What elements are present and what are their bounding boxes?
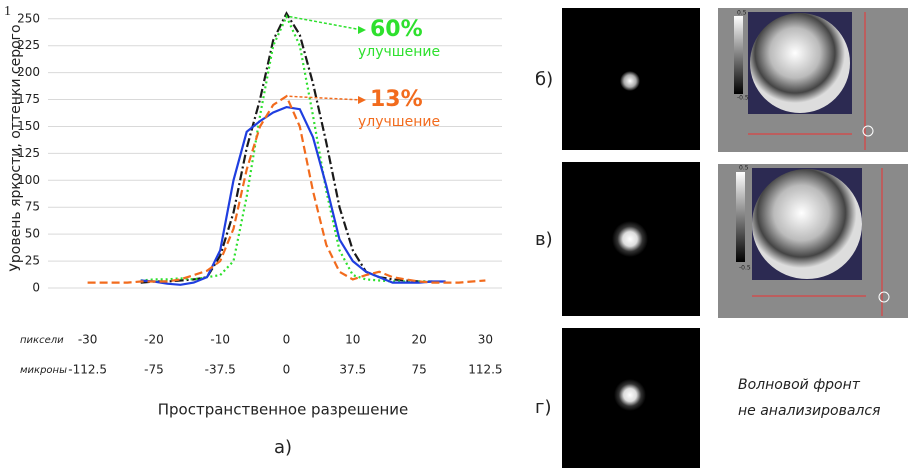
y-tick-label: 225 <box>17 38 40 52</box>
annotation: 60% <box>370 17 423 42</box>
y-tick-label: 150 <box>17 119 40 133</box>
x2-tick-label: -75 <box>144 363 164 377</box>
marker <box>878 291 890 303</box>
colorbar-label: -0.5 <box>739 265 751 272</box>
figure-number: 1 <box>4 4 11 19</box>
note: Волновой фронт <box>738 377 861 393</box>
arrow-head <box>358 26 366 34</box>
x2-tick-label: 0 <box>283 363 291 377</box>
series-line <box>140 105 446 286</box>
y-tick-label: 75 <box>25 200 40 214</box>
x-tick-label: -10 <box>210 333 230 347</box>
panel-label: а) <box>274 437 292 458</box>
x-tick-label: 30 <box>478 333 493 347</box>
colorbar-label: -0.5 <box>737 95 749 102</box>
note: не анализировался <box>738 403 880 419</box>
y-tick-label: 100 <box>17 173 40 187</box>
y-tick-label: 0 <box>32 281 40 295</box>
spot <box>614 379 646 411</box>
y-tick-label: 25 <box>25 254 40 268</box>
panel-label: в) <box>535 229 553 250</box>
wavefront <box>750 13 850 113</box>
y-tick-label: 175 <box>17 92 40 106</box>
series-line <box>140 13 433 283</box>
annotation-arrow <box>289 15 363 31</box>
x2-tick-label: 37.5 <box>339 363 366 377</box>
y-tick-label: 50 <box>25 227 40 241</box>
wavefront <box>752 169 862 279</box>
x2-tick-label: 75 <box>411 363 426 377</box>
x-tick-label: 10 <box>345 333 360 347</box>
x2-tick-label: -112.5 <box>68 363 107 377</box>
x-row-label: пиксели <box>20 335 64 346</box>
x2-tick-label: -37.5 <box>205 363 236 377</box>
annotation: 13% <box>370 87 423 112</box>
y-tick-label: 125 <box>17 146 40 160</box>
spot <box>620 71 640 91</box>
y-axis-title: Уровень яркости, оттенки серого <box>8 24 24 271</box>
annotation-arrow <box>289 95 363 101</box>
x-tick-label: -30 <box>78 333 98 347</box>
spot <box>612 221 648 257</box>
colorbar <box>734 16 743 94</box>
y-tick-label: 200 <box>17 65 40 79</box>
x-tick-label: 20 <box>411 333 426 347</box>
x-tick-label: -20 <box>144 333 164 347</box>
colorbar-label: 0.5 <box>737 10 747 17</box>
panel-label: б) <box>535 69 553 90</box>
colorbar-label: 0.5 <box>739 165 749 172</box>
x2-row-label: микроны <box>20 365 67 376</box>
y-tick-label: 250 <box>17 11 40 25</box>
annotation-sub: улучшение <box>358 114 440 130</box>
colorbar <box>736 172 745 262</box>
marker <box>862 125 874 137</box>
arrow-head <box>358 96 366 104</box>
panel-label: г) <box>535 397 551 418</box>
x2-tick-label: 112.5 <box>468 363 502 377</box>
x-axis-title: Пространственное разрешение <box>158 401 409 419</box>
series-line <box>87 94 486 284</box>
annotation-sub: улучшение <box>358 44 440 60</box>
x-tick-label: 0 <box>283 333 291 347</box>
